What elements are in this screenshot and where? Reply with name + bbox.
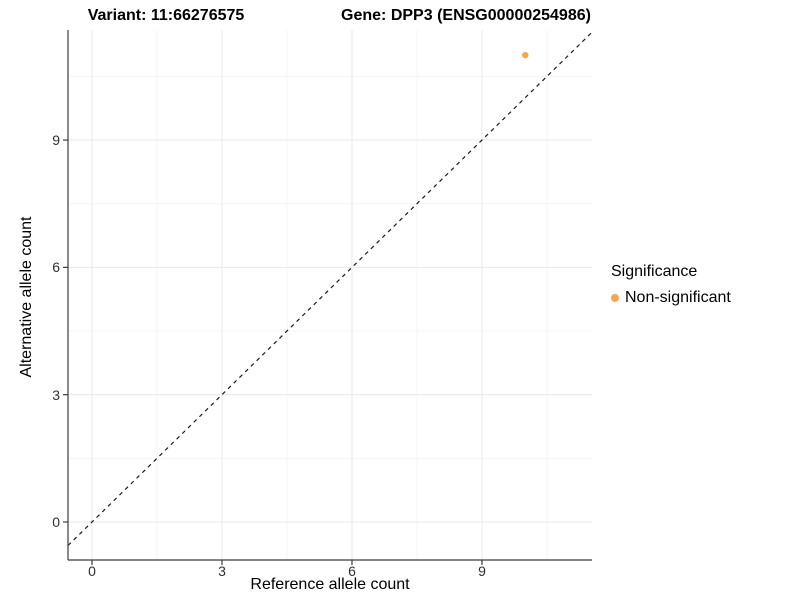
x-axis-label: Reference allele count <box>250 576 410 593</box>
legend: Significance Non-significant <box>611 263 731 307</box>
data-point <box>522 51 529 59</box>
identity-dashed-line <box>67 31 593 546</box>
x-tick-label: 9 <box>478 563 486 579</box>
x-tick-label: 3 <box>218 563 226 579</box>
legend-item-label: Non-significant <box>625 289 731 306</box>
y-tick-label: 3 <box>52 387 60 403</box>
x-tick-label: 6 <box>348 563 356 579</box>
legend-title: Significance <box>611 263 698 280</box>
y-tick-label: 6 <box>52 259 60 275</box>
plot-title-variant: Variant: 11:66276575 <box>87 7 245 24</box>
legend-point-icon <box>611 294 619 302</box>
y-axis-label: Alternative allele count <box>18 216 35 378</box>
y-tick-label: 0 <box>52 514 60 530</box>
x-tick-label: 0 <box>88 563 96 579</box>
plot-title-gene: Gene: DPP3 (ENSG00000254986) <box>341 7 591 24</box>
y-tick-label: 9 <box>52 132 60 148</box>
legend-item: Non-significant <box>611 289 731 307</box>
